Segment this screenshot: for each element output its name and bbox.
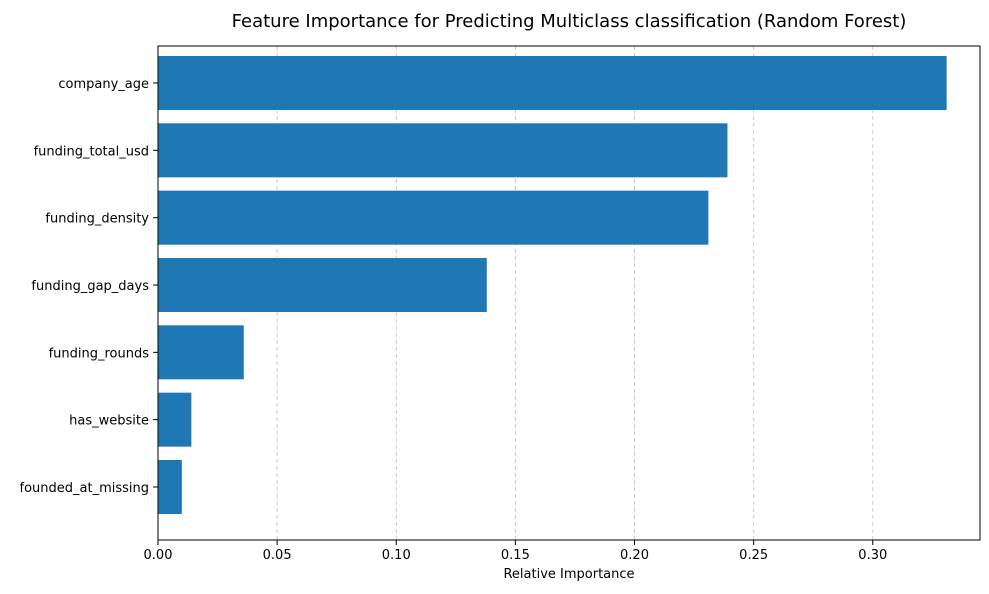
x-tick-label: 0.25 [739, 548, 768, 563]
y-tick-label: funding_rounds [49, 346, 150, 361]
x-tick-label: 0.30 [858, 548, 887, 563]
bar-funding_density [158, 190, 709, 245]
y-tick-label: funding_gap_days [31, 279, 149, 294]
bar-company_age [158, 56, 947, 110]
y-tick-label: company_age [58, 77, 149, 92]
y-tick-label: funding_density [45, 212, 149, 227]
x-axis-label: Relative Importance [503, 567, 634, 582]
bars [158, 56, 947, 514]
axes [157, 45, 981, 541]
x-tick-label: 0.00 [144, 548, 173, 563]
y-tick-label: has_website [69, 414, 149, 429]
bar-funding_rounds [158, 325, 244, 380]
x-tick-label: 0.15 [501, 548, 530, 563]
bar-founded_at_missing [158, 460, 182, 514]
bar-has_website [158, 392, 192, 447]
bar-funding_total_usd [158, 123, 728, 178]
bar-funding_gap_days [158, 258, 487, 312]
x-tick-label: 0.05 [263, 548, 292, 563]
plot-frame [157, 45, 981, 541]
y-tick-label: funding_total_usd [34, 144, 149, 159]
y-tick-label: founded_at_missing [20, 481, 150, 496]
ticks: company_age funding_total_usd funding_dens… [20, 77, 888, 563]
chart-title: Feature Importance for Predicting Multic… [232, 11, 907, 32]
x-tick-label: 0.10 [382, 548, 411, 563]
x-tick-label: 0.20 [620, 548, 649, 563]
